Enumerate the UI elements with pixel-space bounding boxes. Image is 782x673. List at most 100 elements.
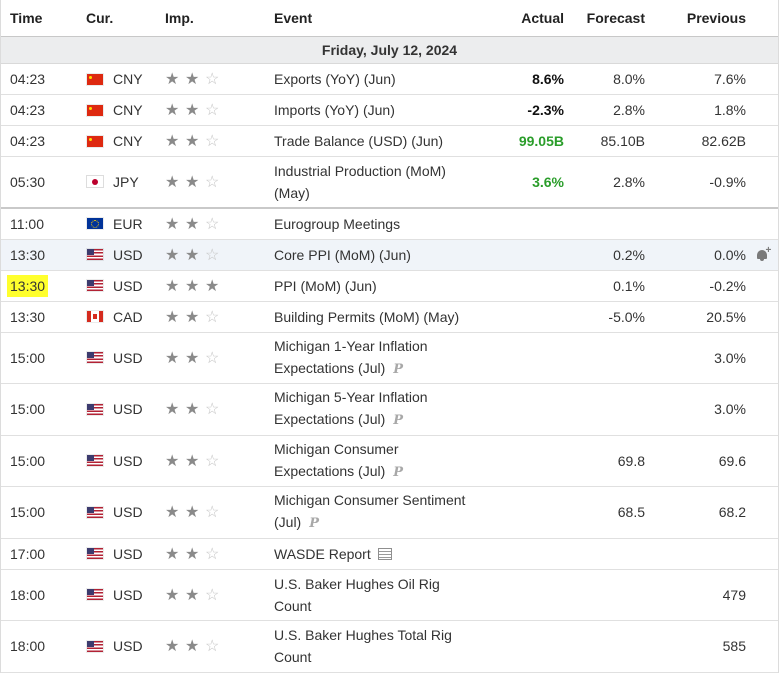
star-filled-icon: ★: [185, 401, 200, 419]
table-row[interactable]: 17:00 USD ★ ★ ☆ WASDE Report: [1, 539, 778, 570]
star-filled-icon: ★: [185, 308, 200, 326]
star-filled-icon: ★: [185, 586, 200, 604]
eu-flag-icon: [87, 218, 103, 229]
event-name[interactable]: U.S. Baker Hughes Oil Rig Count: [274, 573, 489, 617]
table-row[interactable]: 18:00 USD ★ ★ ☆ U.S. Baker Hughes Oil Rig C…: [1, 570, 778, 621]
header-event[interactable]: Event: [274, 10, 313, 26]
importance-stars: ★ ★ ☆: [165, 348, 274, 368]
currency-code: CAD: [113, 308, 143, 325]
table-row[interactable]: 04:23 CNY ★ ★ ☆ Trade Balance (USD) (Jun) …: [1, 126, 778, 157]
event-name-line2: Expectations (Jul): [274, 411, 386, 428]
document-icon[interactable]: [377, 547, 392, 560]
table-row[interactable]: 13:30 USD ★ ★ ★ PPI (MoM) (Jun) 0.1% -0.2%: [1, 271, 778, 302]
star-empty-icon: ☆: [205, 246, 220, 264]
currency-code: CNY: [113, 71, 143, 87]
star-empty-icon: ☆: [205, 71, 220, 88]
actual-value: -2.3%: [527, 102, 564, 118]
previous-value: 69.6: [718, 452, 746, 469]
star-filled-icon: ★: [165, 246, 180, 264]
table-row[interactable]: 18:00 USD ★ ★ ☆ U.S. Baker Hughes Total Ri…: [1, 621, 778, 673]
event-name[interactable]: Industrial Production (MoM) (May): [274, 160, 489, 204]
event-name[interactable]: Eurogroup Meetings: [274, 215, 401, 232]
table-row[interactable]: 15:00 USD ★ ★ ☆ Michigan Consumer Sentimen…: [1, 487, 778, 539]
event-name-line1: Industrial Production (MoM): [274, 162, 446, 179]
star-filled-icon: ★: [165, 586, 180, 604]
currency-code: USD: [113, 545, 143, 562]
bell-plus-icon[interactable]: +: [756, 245, 771, 262]
us-flag-icon: [87, 589, 103, 601]
header-time[interactable]: Time: [10, 10, 43, 26]
event-name[interactable]: Michigan Consumer Sentiment (Jul) P: [274, 489, 489, 535]
star-filled-icon: ★: [185, 133, 200, 150]
event-name-line2: Expectations (Jul): [274, 462, 386, 479]
event-time: 15:00: [10, 504, 46, 521]
event-name[interactable]: Imports (YoY) (Jun): [274, 102, 395, 118]
event-name[interactable]: Core PPI (MoM) (Jun): [274, 246, 411, 263]
star-empty-icon: ☆: [205, 308, 220, 326]
currency-code: USD: [113, 277, 143, 294]
event-time: 15:00: [10, 452, 46, 469]
currency-code: USD: [113, 638, 143, 655]
previous-value: 20.5%: [706, 308, 746, 325]
previous-value: -0.9%: [709, 173, 746, 190]
importance-stars: ★ ★ ☆: [165, 451, 274, 471]
day-label: Friday, July 12, 2024: [321, 42, 458, 58]
importance-stars: ★ ★ ☆: [165, 307, 274, 327]
us-flag-icon: [87, 640, 103, 652]
importance-stars: ★ ★ ☆: [165, 399, 274, 419]
china-flag-icon: [87, 135, 103, 147]
actual-value: 8.6%: [532, 71, 564, 87]
forecast-value: 0.1%: [613, 277, 645, 294]
event-name-text: WASDE Report: [274, 545, 371, 562]
event-name[interactable]: Michigan 5-Year Inflation Expectations (J…: [274, 386, 489, 432]
event-name[interactable]: Michigan 1-Year Inflation Expectations (J…: [274, 335, 489, 381]
table-row[interactable]: 13:30 USD ★ ★ ☆ Core PPI (MoM) (Jun) 0.2% …: [1, 239, 778, 271]
currency-code: USD: [113, 586, 143, 603]
forecast-value: 0.2%: [613, 246, 645, 263]
event-time: 04:23: [10, 71, 46, 87]
table-row[interactable]: 15:00 USD ★ ★ ☆ Michigan 1-Year Inflation E…: [1, 333, 778, 384]
importance-stars: ★ ★ ☆: [165, 544, 274, 564]
header-forecast[interactable]: Forecast: [586, 10, 645, 26]
star-empty-icon: ☆: [205, 452, 220, 470]
header-importance[interactable]: Imp.: [165, 10, 194, 26]
importance-stars: ★ ★ ☆: [165, 69, 274, 89]
preliminary-badge: P: [309, 516, 320, 532]
previous-value: 585: [722, 638, 746, 655]
table-row[interactable]: 11:00 EUR ★ ★ ☆ Eurogroup Meetings: [1, 209, 778, 240]
table-row[interactable]: 05:30 JPY ★ ★ ☆ Industrial Production (MoM…: [1, 157, 778, 209]
event-name[interactable]: Michigan Consumer Expectations (Jul) P: [274, 438, 489, 484]
header-currency[interactable]: Cur.: [86, 10, 114, 26]
star-filled-icon: ★: [165, 277, 180, 295]
event-name-line1: Michigan 1-Year Inflation: [274, 337, 428, 354]
event-name[interactable]: PPI (MoM) (Jun): [274, 277, 377, 294]
event-name[interactable]: Trade Balance (USD) (Jun): [274, 133, 444, 149]
header-previous[interactable]: Previous: [686, 10, 746, 26]
previous-value: 0.0%: [714, 246, 746, 263]
star-empty-icon: ☆: [205, 638, 220, 656]
event-name-line1: Michigan 5-Year Inflation: [274, 389, 428, 406]
event-name[interactable]: Exports (YoY) (Jun): [274, 71, 396, 87]
table-row[interactable]: 15:00 USD ★ ★ ☆ Michigan 5-Year Inflation E…: [1, 384, 778, 436]
table-row[interactable]: 04:23 CNY ★ ★ ☆ Exports (YoY) (Jun) 8.6% 8…: [1, 64, 778, 95]
star-empty-icon: ☆: [205, 102, 220, 119]
star-empty-icon: ☆: [205, 349, 220, 367]
star-filled-icon: ★: [185, 102, 200, 119]
star-filled-icon: ★: [165, 102, 180, 119]
table-row[interactable]: 04:23 CNY ★ ★ ☆ Imports (YoY) (Jun) -2.3% …: [1, 95, 778, 126]
canada-flag-icon: [87, 311, 103, 322]
importance-stars: ★ ★ ☆: [165, 636, 274, 656]
header-actual[interactable]: Actual: [521, 10, 564, 26]
china-flag-icon: [87, 104, 103, 116]
event-name[interactable]: Building Permits (MoM) (May): [274, 308, 460, 325]
table-row[interactable]: 13:30 CAD ★ ★ ☆ Building Permits (MoM) (Ma…: [1, 302, 778, 333]
preliminary-badge: P: [393, 464, 404, 480]
currency-code: USD: [113, 246, 143, 263]
event-name-line2: Expectations (Jul): [274, 359, 386, 376]
event-name[interactable]: U.S. Baker Hughes Total Rig Count: [274, 624, 489, 668]
event-name[interactable]: WASDE Report: [274, 543, 489, 565]
importance-stars: ★ ★ ☆: [165, 585, 274, 605]
star-filled-icon: ★: [185, 452, 200, 470]
importance-stars: ★ ★ ☆: [165, 172, 274, 192]
table-row[interactable]: 15:00 USD ★ ★ ☆ Michigan Consumer Expectati…: [1, 436, 778, 487]
